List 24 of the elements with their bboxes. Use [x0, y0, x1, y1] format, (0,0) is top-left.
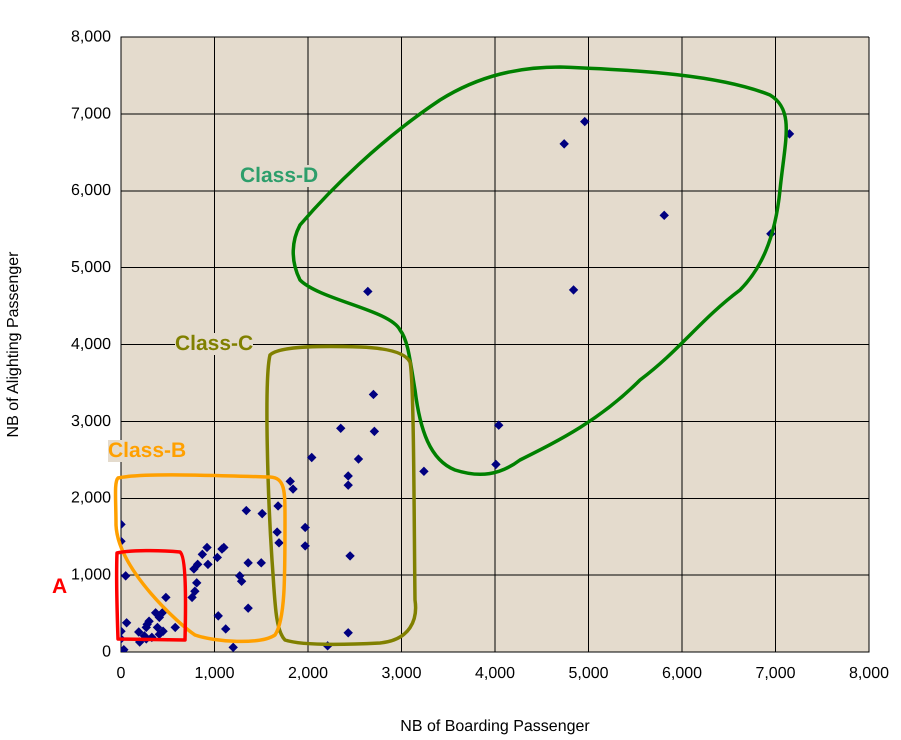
y-axis-title: NB of Alighting Passenger — [5, 250, 22, 438]
y-tick-label: 6,000 — [70, 182, 112, 200]
x-tick-label: 3,000 — [381, 665, 422, 682]
y-tick-label: 0 — [102, 643, 112, 660]
y-tick-label: 7,000 — [70, 105, 112, 122]
annotation: Class-D — [240, 164, 318, 187]
x-tick-label: 1,000 — [194, 665, 235, 682]
x-tick-label: 0 — [116, 665, 126, 682]
annotation: Class-C — [175, 332, 254, 355]
x-axis-title: NB of Boarding Passenger — [400, 718, 590, 735]
y-tick-label: 3,000 — [70, 412, 112, 430]
y-tick-label: 8,000 — [70, 28, 112, 46]
y-tick-label: 4,000 — [70, 336, 112, 353]
x-tick-label: 5,000 — [568, 665, 609, 682]
x-tick-label: 8,000 — [848, 665, 890, 682]
x-tick-label: 7,000 — [755, 665, 796, 682]
annotation: Class-B — [108, 439, 186, 462]
y-tick-label: 1,000 — [70, 566, 112, 584]
x-tick-label: 2,000 — [288, 665, 328, 682]
text: A — [52, 575, 68, 598]
y-tick-label: 5,000 — [70, 259, 112, 276]
x-tick-label: 4,000 — [474, 665, 516, 682]
x-tick-label: 6,000 — [662, 665, 702, 682]
y-tick-label: 2,000 — [70, 490, 112, 507]
